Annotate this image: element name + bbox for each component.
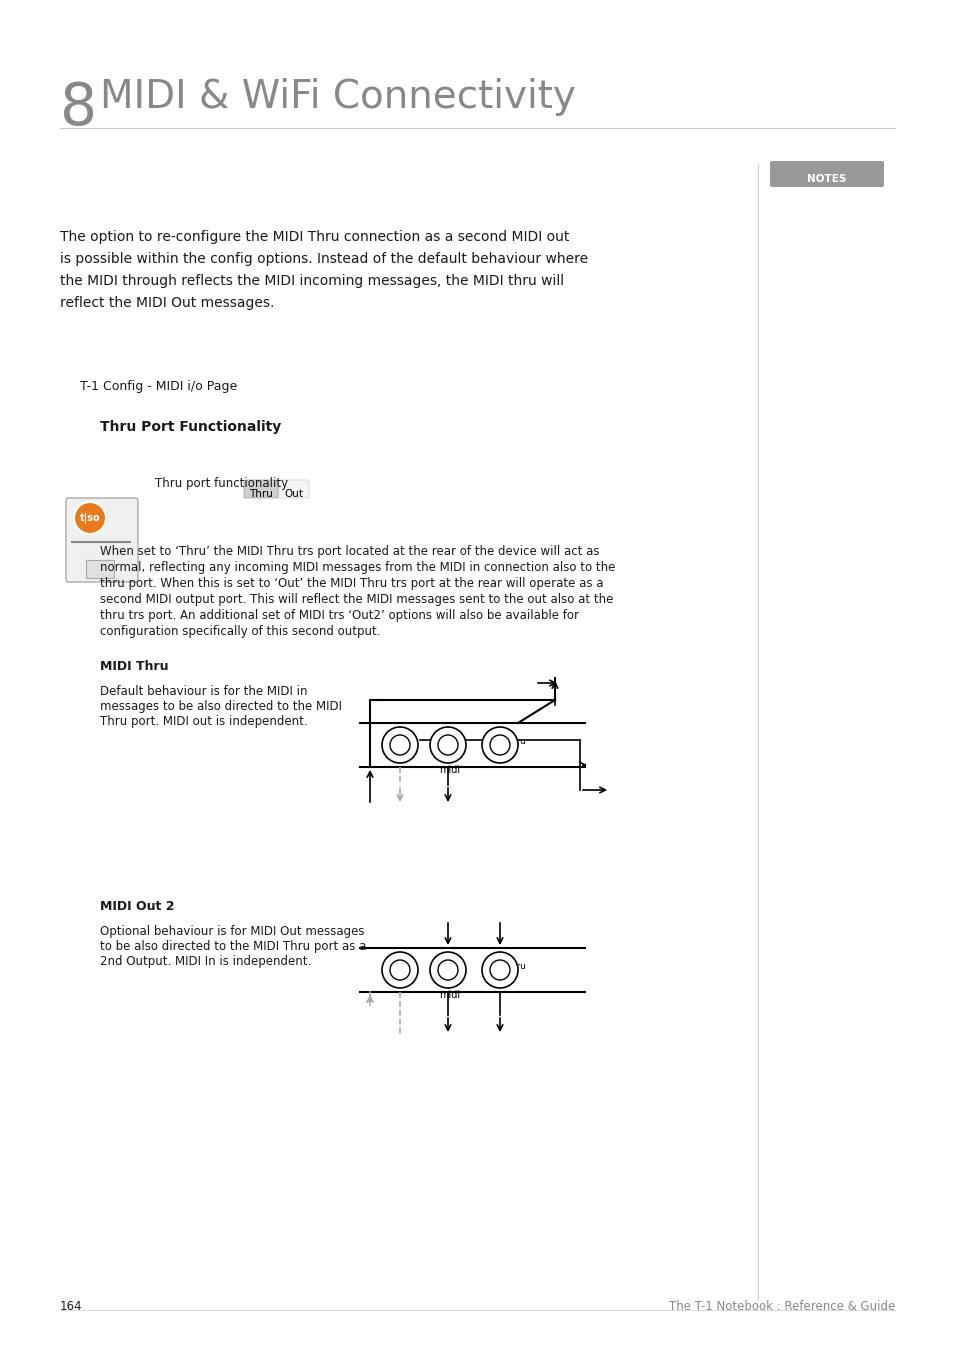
Text: 8: 8 <box>60 80 97 136</box>
Text: thru: thru <box>507 963 526 971</box>
Bar <box>86 560 113 578</box>
Text: The T-1 Notebook : Reference & Guide: The T-1 Notebook : Reference & Guide <box>668 1300 894 1314</box>
Circle shape <box>437 960 457 980</box>
Text: When set to ‘Thru’ the MIDI Thru trs port located at the rear of the device will: When set to ‘Thru’ the MIDI Thru trs por… <box>100 545 598 558</box>
Text: thru trs port. An additional set of MIDI trs ‘Out2’ options will also be availab: thru trs port. An additional set of MIDI… <box>100 609 578 622</box>
Text: The option to re-configure the MIDI Thru connection as a second MIDI out: The option to re-configure the MIDI Thru… <box>60 230 569 244</box>
Text: Thru Port Functionality: Thru Port Functionality <box>100 420 281 433</box>
Text: second MIDI output port. This will reflect the MIDI messages sent to the out als: second MIDI output port. This will refle… <box>100 593 613 606</box>
Text: thru: thru <box>507 737 526 747</box>
Circle shape <box>490 734 510 755</box>
FancyBboxPatch shape <box>278 481 309 498</box>
Circle shape <box>437 734 457 755</box>
Text: in: in <box>405 737 414 747</box>
Circle shape <box>430 728 465 763</box>
Text: MIDI Thru: MIDI Thru <box>100 660 169 674</box>
Text: MIDI & WiFi Connectivity: MIDI & WiFi Connectivity <box>100 78 576 116</box>
Circle shape <box>481 952 517 988</box>
Text: is possible within the config options. Instead of the default behaviour where: is possible within the config options. I… <box>60 252 587 266</box>
Text: MIDI Out 2: MIDI Out 2 <box>100 900 174 913</box>
FancyBboxPatch shape <box>769 161 883 188</box>
Text: out: out <box>450 963 465 971</box>
FancyBboxPatch shape <box>244 481 277 498</box>
Text: thru port. When this is set to ‘Out’ the MIDI Thru trs port at the rear will ope: thru port. When this is set to ‘Out’ the… <box>100 576 603 590</box>
Circle shape <box>390 734 410 755</box>
Text: 164: 164 <box>60 1300 82 1314</box>
FancyBboxPatch shape <box>66 498 138 582</box>
Text: Thru: Thru <box>249 489 273 500</box>
Text: T-1 Config - MIDI i/o Page: T-1 Config - MIDI i/o Page <box>80 379 237 393</box>
Text: Thru port functionality: Thru port functionality <box>154 477 288 490</box>
Circle shape <box>390 960 410 980</box>
Circle shape <box>381 728 417 763</box>
Text: t|so: t|so <box>80 513 100 524</box>
Text: Out: Out <box>284 489 303 500</box>
Text: in: in <box>405 963 414 971</box>
Circle shape <box>74 502 106 535</box>
Text: normal, reflecting any incoming MIDI messages from the MIDI in connection also t: normal, reflecting any incoming MIDI mes… <box>100 562 615 574</box>
Text: reflect the MIDI Out messages.: reflect the MIDI Out messages. <box>60 296 274 310</box>
Text: midi: midi <box>439 990 460 1000</box>
Circle shape <box>481 728 517 763</box>
Text: out: out <box>450 737 465 747</box>
Circle shape <box>490 960 510 980</box>
Text: Optional behaviour is for MIDI Out messages
to be also directed to the MIDI Thru: Optional behaviour is for MIDI Out messa… <box>100 925 366 968</box>
Text: midi: midi <box>439 765 460 775</box>
Text: NOTES: NOTES <box>806 174 846 184</box>
Circle shape <box>430 952 465 988</box>
Circle shape <box>381 952 417 988</box>
Text: configuration specifically of this second output.: configuration specifically of this secon… <box>100 625 380 639</box>
Text: Default behaviour is for the MIDI in
messages to be also directed to the MIDI
Th: Default behaviour is for the MIDI in mes… <box>100 684 341 728</box>
Text: the MIDI through reflects the MIDI incoming messages, the MIDI thru will: the MIDI through reflects the MIDI incom… <box>60 274 563 288</box>
